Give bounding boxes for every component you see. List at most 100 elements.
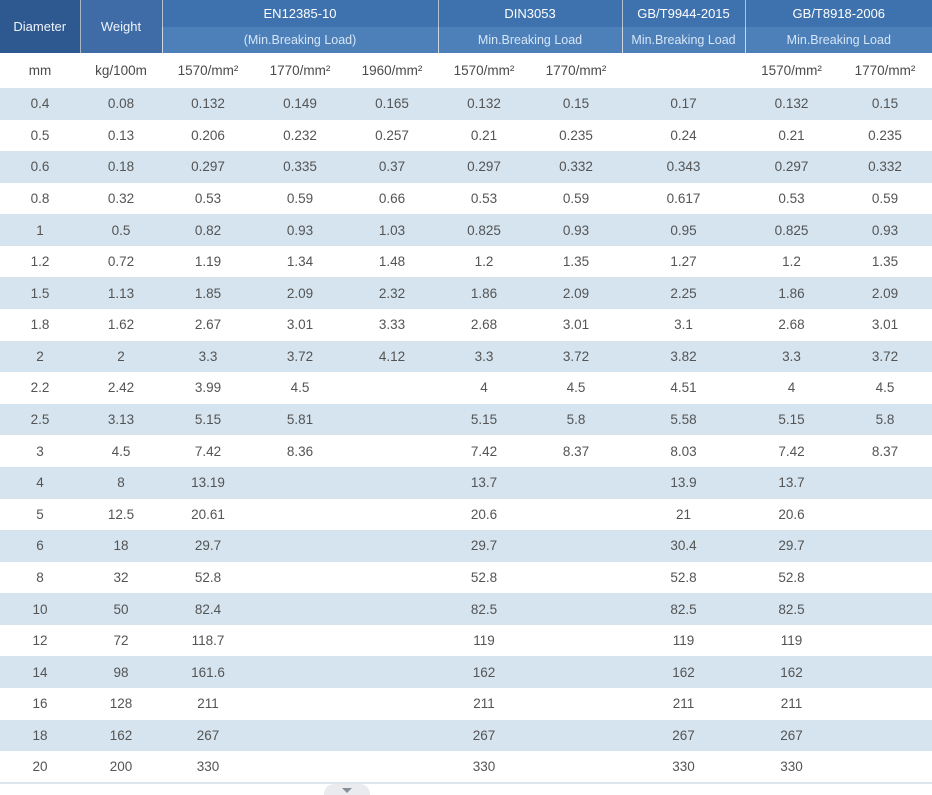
table-cell: 0.332 [559,159,593,175]
table-cell: 330 [196,758,220,774]
table-cell: 161.6 [191,664,225,680]
table-cell: 20.6 [778,506,805,522]
table-cell: 0.59 [562,191,590,207]
table-cell: 30.4 [670,538,697,554]
table-cell: 0.5 [111,222,131,238]
table-row: 12 72 118.7 119 119 119 [0,624,932,657]
table-cell [254,467,346,499]
table-cell: 0.24 [670,127,697,143]
table-cell: 8 [36,569,44,585]
table-cell [254,562,346,594]
table-cell: 0.149 [283,96,317,112]
table-cell: 0.21 [778,127,805,143]
table-cell: 1.8 [30,317,50,333]
table-row: 14 98 161.6 162 162 162 [0,656,932,688]
table-cell: 119 [780,633,803,649]
table-cell: 5 [36,506,44,522]
table-cell: 20 [32,758,48,774]
table-cell [530,751,622,783]
table-cell [530,656,622,688]
table-cell: 211 [473,696,495,712]
table-cell: 211 [672,696,695,712]
table-cell: 52.8 [670,569,697,585]
table-cell: 2.32 [378,285,406,301]
table-cell: 1.62 [107,317,135,333]
table-cell: 3.3 [474,348,494,364]
table-cell: 50 [113,601,129,617]
table-cell: 16 [32,696,48,712]
table-cell: 21 [676,506,692,522]
diameter-header-cell: Diameter [0,0,80,53]
table-row: 2.5 3.13 5.15 5.81 5.15 5.8 5.58 5.15 5.8 [0,403,932,436]
table-row: 0.4 0.08 0.132 0.149 0.165 0.132 0.15 0.17 0.132… [0,88,932,120]
table-cell: 3.82 [670,348,697,364]
unit-cell: mm [28,63,52,78]
table-cell: 0.08 [107,96,135,112]
table-cell [346,656,438,688]
section-subtitle-gbt9944: Min.Breaking Load [621,27,746,53]
table-cell: 3.72 [871,348,899,364]
unit-cell: 1770/mm² [545,63,607,78]
table-cell: 3.01 [871,317,899,333]
table-cell [254,499,346,531]
table-cell: 18 [113,538,129,554]
table-cell: 1.86 [778,285,805,301]
table-cell [346,530,438,562]
table-cell: 2.09 [871,285,899,301]
table-cell [254,593,346,625]
table-cell: 2.25 [670,285,697,301]
section-subtitle-din3053: Min.Breaking Load [437,27,623,53]
table-cell: 0.37 [378,159,406,175]
table-row: 1 0.5 0.82 0.93 1.03 0.825 0.93 0.95 0.825 0.93 [0,214,932,246]
table-cell: 1 [36,222,44,238]
table-cell: 4.12 [378,348,406,364]
units-row: mm kg/100m 1570/mm² 1770/mm² 1960/mm² 15… [0,53,932,88]
table-cell: 0.15 [871,96,899,112]
table-cell: 162 [780,664,803,680]
table-cell: 0.59 [286,191,314,207]
scroll-down-button[interactable] [324,784,370,795]
table-row: 5 12.5 20.61 20.6 21 20.6 [0,498,932,531]
table-cell: 0.206 [191,127,225,143]
table-row: 3 4.5 7.42 8.36 7.42 8.37 8.03 7.42 8.37 [0,435,932,467]
table-cell: 1.2 [30,254,50,270]
table-cell: 0.4 [30,96,50,112]
table-cell: 0.297 [467,159,501,175]
table-cell: 0.13 [107,127,135,143]
table-cell: 3.1 [674,317,693,333]
table-cell: 7.42 [470,443,498,459]
table-cell: 1.86 [470,285,498,301]
table-cell: 14 [32,664,48,680]
table-cell: 1.5 [30,285,50,301]
table-cell: 29.7 [778,538,805,554]
table-cell [530,467,622,499]
table-cell [346,499,438,531]
table-cell: 5.58 [670,412,697,428]
unit-cell: 1570/mm² [177,63,239,78]
table-cell: 5.81 [286,412,314,428]
table-cell: 10 [32,601,48,617]
table-cell: 0.8 [30,191,50,207]
table-cell: 0.82 [194,222,222,238]
table-cell: 0.6 [30,159,50,175]
table-cell [346,562,438,594]
table-body: 0.4 0.08 0.132 0.149 0.165 0.132 0.15 0.17 0.132… [0,88,932,783]
table-cell: 7.42 [194,443,222,459]
table-cell [346,720,438,752]
table-cell: 32 [113,569,129,585]
table-cell: 0.93 [562,222,590,238]
table-cell: 4 [36,475,44,491]
table-cell [254,625,346,657]
table-cell: 5.8 [875,412,895,428]
table-row: 2.2 2.42 3.99 4.5 4 4.5 4.51 4 4.5 [0,372,932,404]
table-cell: 3.72 [286,348,314,364]
table-row: 6 18 29.7 29.7 30.4 29.7 [0,530,932,562]
table-cell: 13.19 [191,475,225,491]
table-cell [346,372,438,404]
table-cell: 0.66 [378,191,406,207]
table-cell: 7.42 [778,443,805,459]
table-cell: 3.99 [194,380,222,396]
unit-cell: 1960/mm² [361,63,423,78]
table-cell: 0.21 [470,127,498,143]
table-cell: 2.09 [286,285,314,301]
